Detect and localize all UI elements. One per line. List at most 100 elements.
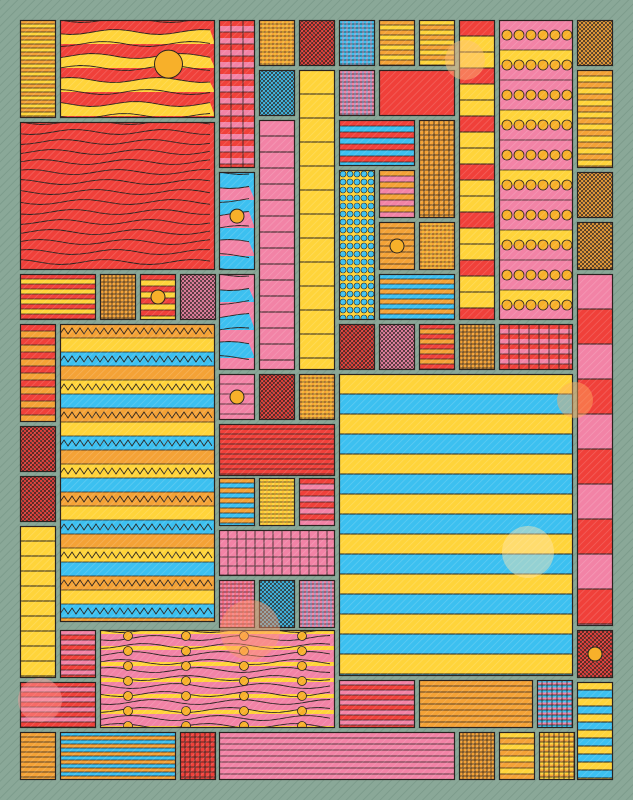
tile-grid bbox=[19, 19, 614, 781]
tile-stripes bbox=[19, 731, 57, 781]
tile-border bbox=[218, 477, 256, 527]
tile-border bbox=[298, 579, 336, 629]
tile-border bbox=[139, 273, 177, 321]
tile-border bbox=[258, 579, 296, 629]
tile-border bbox=[218, 273, 256, 371]
tile-border bbox=[258, 19, 296, 67]
tile-border bbox=[338, 679, 416, 729]
tile-stripes bbox=[418, 19, 456, 67]
tile-stripes bbox=[19, 323, 57, 423]
tile-border bbox=[99, 629, 336, 729]
tile-border bbox=[298, 477, 336, 527]
tile-stripes bbox=[218, 731, 456, 781]
tile-cross bbox=[19, 475, 57, 523]
tile-mesh bbox=[458, 731, 496, 781]
tile-grid bbox=[538, 731, 576, 781]
tile-border bbox=[258, 477, 296, 527]
tile-border bbox=[418, 679, 534, 729]
tile-border bbox=[298, 373, 336, 421]
tile-stripes bbox=[338, 679, 416, 729]
tile-border bbox=[19, 681, 97, 729]
tile-border bbox=[378, 69, 456, 117]
tile-border bbox=[378, 273, 456, 321]
tile-border bbox=[418, 19, 456, 67]
tile-border bbox=[298, 19, 336, 67]
tile-cross bbox=[576, 19, 614, 67]
tile-grid bbox=[536, 679, 574, 729]
tile-border bbox=[378, 323, 416, 371]
sun-dot bbox=[154, 49, 183, 79]
tile-blocks bbox=[338, 373, 574, 677]
tile-mesh bbox=[338, 19, 376, 67]
tile-border bbox=[378, 19, 416, 67]
tile-stripes bbox=[418, 323, 456, 371]
tile-cross bbox=[298, 19, 336, 67]
tile-border bbox=[218, 19, 256, 169]
glow-overlays bbox=[18, 40, 593, 722]
glow-spot bbox=[220, 600, 280, 660]
tile-stripes bbox=[59, 731, 177, 781]
tile-border bbox=[536, 679, 574, 729]
tile-stripes bbox=[298, 477, 336, 527]
tile-mesh bbox=[338, 69, 376, 117]
tile-border bbox=[258, 373, 296, 421]
sun-dot bbox=[150, 289, 166, 305]
tile-border bbox=[538, 731, 576, 781]
tile-mesh bbox=[258, 19, 296, 67]
tile-cross bbox=[258, 579, 296, 629]
glow-spot bbox=[18, 678, 62, 722]
tile-border bbox=[19, 273, 97, 321]
tile-cross bbox=[576, 171, 614, 219]
tile-mesh bbox=[298, 373, 336, 421]
tile-stripes bbox=[19, 273, 97, 321]
tile-border bbox=[19, 525, 57, 679]
tile-grid bbox=[218, 19, 256, 169]
tile-stripes bbox=[378, 69, 456, 117]
glow-spot bbox=[445, 40, 485, 80]
tile-border bbox=[418, 323, 456, 371]
tile-border bbox=[218, 731, 456, 781]
tile-mesh bbox=[298, 579, 336, 629]
tile-border bbox=[458, 323, 496, 371]
tile-cross bbox=[338, 323, 376, 371]
tile-border bbox=[418, 119, 456, 219]
tile-circles bbox=[498, 19, 574, 321]
tile-stripes bbox=[218, 477, 256, 527]
tile-border bbox=[19, 19, 57, 119]
tile-blocks bbox=[258, 119, 296, 371]
tile-border bbox=[338, 119, 416, 167]
tile-border bbox=[218, 171, 256, 271]
tile-border bbox=[59, 323, 216, 623]
tile-border bbox=[498, 731, 536, 781]
tile-border bbox=[19, 121, 216, 271]
tile-stripes bbox=[576, 69, 614, 169]
sun-dot bbox=[229, 389, 245, 405]
tile-blocks bbox=[576, 681, 614, 781]
tile-mesh bbox=[258, 477, 296, 527]
tile-wavy bbox=[19, 121, 216, 271]
tile-border bbox=[576, 681, 614, 781]
tile-border bbox=[338, 373, 574, 677]
tile-border bbox=[338, 323, 376, 371]
tile-grid bbox=[179, 731, 217, 781]
sun-dot bbox=[587, 646, 603, 662]
tile-stripes bbox=[19, 19, 57, 119]
tile-stripes bbox=[378, 19, 416, 67]
tile-border bbox=[498, 19, 574, 321]
tile-stripes bbox=[19, 681, 97, 729]
tile-border bbox=[19, 731, 57, 781]
tile-border bbox=[179, 273, 217, 321]
tile-border bbox=[99, 273, 137, 321]
tile-border bbox=[576, 221, 614, 271]
tile-border bbox=[218, 579, 256, 629]
tile-border bbox=[179, 731, 217, 781]
glow-spot bbox=[502, 526, 554, 578]
tile-mesh bbox=[218, 579, 256, 629]
tile-border bbox=[338, 69, 376, 117]
tile-border bbox=[458, 731, 496, 781]
sun-dot bbox=[389, 238, 405, 254]
tile-zigzag bbox=[59, 323, 216, 623]
tile-border bbox=[576, 629, 614, 679]
tile-border bbox=[19, 425, 57, 473]
